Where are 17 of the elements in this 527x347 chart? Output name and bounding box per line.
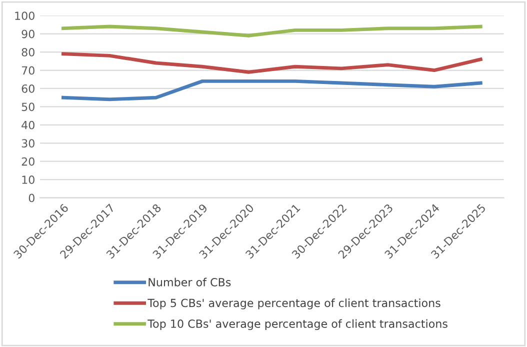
y-tick-label: 80	[22, 48, 34, 56]
y-tick-label: 90	[22, 30, 34, 38]
legend-label: Top 5 CBs' average percentage of client transactions	[148, 298, 440, 310]
legend-label: Number of CBs	[148, 278, 231, 286]
line-series	[62, 24, 482, 38]
y-tick-label: 60	[22, 84, 34, 93]
y-tick-label: 50	[22, 102, 34, 112]
y-tick-label: 10	[22, 176, 34, 184]
y-tick-label: 30	[22, 139, 34, 148]
line-series	[62, 52, 482, 74]
y-tick-label: 100	[15, 12, 34, 20]
y-tick-label: 0	[28, 194, 34, 202]
line-series	[62, 79, 482, 102]
y-tick-label: 70	[22, 66, 34, 75]
y-tick-label: 20	[22, 157, 34, 166]
legend-label: Top 10 CBs' average percentage of client transactions	[148, 319, 448, 330]
y-tick-label: 40	[22, 120, 34, 130]
